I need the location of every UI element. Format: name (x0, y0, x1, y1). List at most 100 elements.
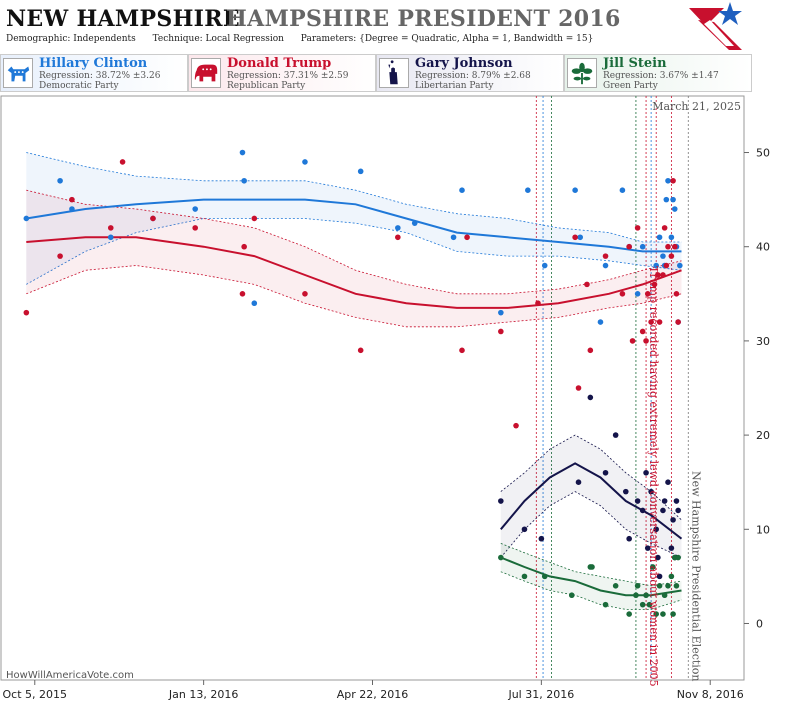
poll-point (644, 545, 651, 551)
poll-point (587, 347, 594, 354)
poll-point (357, 168, 364, 175)
candidate-card-stein[interactable]: Jill Stein Regression: 3.67% ±1.47 Green… (564, 54, 752, 92)
poll-point (302, 159, 308, 165)
poll-point (541, 573, 548, 580)
poll-point (241, 177, 247, 184)
parameters-line: Demographic: Independents Technique: Loc… (6, 34, 607, 44)
poll-point (660, 253, 666, 259)
poll-point (656, 234, 663, 241)
x-tick-label: Apr 22, 2016 (337, 688, 409, 701)
poll-point (643, 338, 649, 344)
poll-point (626, 611, 632, 617)
poll-point (661, 225, 668, 231)
confidence-band (26, 152, 682, 285)
regression-line (26, 236, 682, 309)
poll-point (69, 196, 75, 203)
plot-area (0, 95, 745, 681)
candidate-card-johnson[interactable]: Gary Johnson Regression: 8.79% ±2.68 Lib… (376, 54, 564, 92)
poll-point (251, 300, 258, 307)
poll-point (634, 225, 641, 231)
poll-point (602, 601, 609, 608)
poll-point (668, 545, 675, 551)
poll-point (677, 262, 683, 269)
poll-point (661, 592, 668, 599)
poll-point (633, 592, 639, 599)
poll-point (665, 243, 671, 250)
poll-point (107, 225, 114, 231)
x-tick-label: Jan 13, 2016 (168, 688, 238, 701)
technique-label: Technique: Local Regression (152, 34, 284, 44)
poll-point (521, 573, 528, 580)
poll-point (650, 564, 656, 570)
regression-line (26, 198, 682, 253)
poll-point (251, 215, 258, 222)
poll-point (661, 498, 668, 504)
poll-point (572, 187, 578, 193)
poll-point (653, 262, 659, 269)
poll-point (665, 177, 671, 184)
poll-point (241, 243, 247, 250)
band-upper-line (500, 434, 682, 521)
candidate-card-trump[interactable]: Donald Trump Regression: 37.31% ±2.59 Re… (188, 54, 376, 92)
band-lower-line (26, 218, 682, 285)
candidate-regression: Regression: 38.72% ±3.26 (39, 71, 161, 81)
y-tick-label: 10 (756, 523, 770, 536)
donkey-icon (3, 58, 33, 88)
poll-point (670, 196, 676, 203)
confidence-band (500, 435, 682, 558)
poll-point (464, 234, 470, 241)
poll-point (634, 498, 641, 504)
poll-point (673, 583, 680, 589)
poll-point (450, 234, 457, 241)
candidate-card-clinton[interactable]: Hillary Clinton Regression: 38.72% ±3.26… (0, 54, 188, 92)
poll-point (673, 498, 680, 504)
poll-point (459, 347, 465, 354)
poll-point (626, 535, 632, 542)
poll-point (660, 611, 666, 617)
poll-point (622, 488, 629, 495)
candidate-name: Donald Trump (227, 56, 332, 71)
poll-point (575, 385, 582, 391)
band-lower-line (500, 571, 682, 610)
band-upper-line (26, 189, 682, 295)
poll-point (663, 196, 670, 203)
poll-point (513, 422, 519, 429)
poll-point (663, 262, 670, 269)
poll-point (612, 583, 619, 589)
site-logo-icon[interactable] (684, 0, 744, 50)
poll-point (653, 526, 659, 533)
poll-point (655, 272, 661, 278)
poll-point (651, 281, 658, 288)
poll-point (498, 309, 504, 316)
poll-point (675, 554, 681, 561)
poll-point (119, 159, 126, 165)
band-lower-line (500, 491, 682, 558)
trump-event-annotation: Trump recorded having extremely lewd con… (647, 266, 660, 687)
poll-point (395, 234, 401, 241)
poll-point (602, 262, 609, 269)
candidate-party: Green Party (603, 81, 658, 91)
poll-point (589, 564, 595, 570)
poll-point (619, 291, 626, 297)
poll-point (619, 187, 626, 193)
poll-point (639, 601, 646, 608)
poll-point (587, 394, 594, 401)
poll-point (660, 272, 666, 278)
poll-point (150, 215, 156, 222)
site-url[interactable]: HowWillAmericaVote.com (6, 670, 134, 681)
candidate-name: Hillary Clinton (39, 56, 148, 71)
race-title: HAMPSHIRE PRESIDENT 2016 (226, 6, 621, 32)
parameters-label: Parameters: {Degree = Quadratic, Alpha =… (300, 34, 594, 44)
poll-point (602, 469, 609, 476)
poll-point (602, 253, 609, 259)
poll-point (584, 281, 590, 288)
poll-point (541, 262, 548, 269)
band-upper-line (26, 152, 682, 243)
poll-point (525, 187, 531, 193)
poll-point (521, 526, 528, 533)
poll-point (655, 554, 661, 561)
poll-point (646, 601, 653, 608)
poll-point (395, 225, 401, 231)
poll-point (670, 611, 676, 617)
candidate-legend: Hillary Clinton Regression: 38.72% ±3.26… (0, 54, 789, 92)
